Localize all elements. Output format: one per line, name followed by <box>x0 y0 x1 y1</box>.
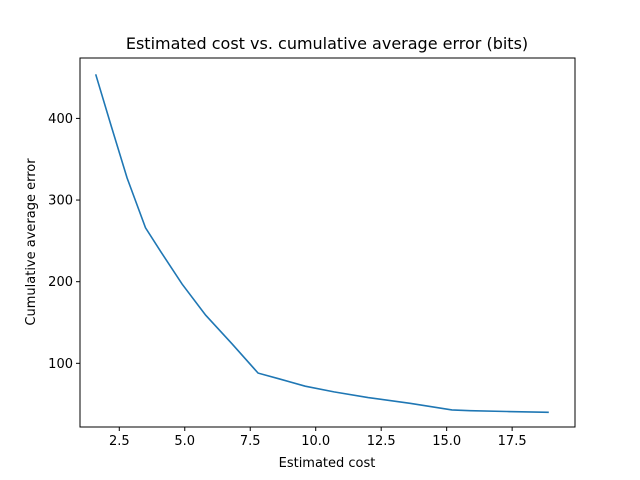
x-tick-label: 10.0 <box>301 434 330 449</box>
x-tick-label: 5.0 <box>174 434 195 449</box>
series-line <box>94 74 549 414</box>
y-axis: 100 200 300 400 <box>48 112 80 372</box>
y-tick-label: 300 <box>48 194 73 209</box>
plot-area <box>79 57 576 428</box>
x-tick-label: 7.5 <box>240 434 261 449</box>
x-tick-label: 12.5 <box>367 434 396 449</box>
y-tick-label: 200 <box>48 275 73 290</box>
x-axis-label: Estimated cost <box>279 456 376 471</box>
x-tick-label: 15.0 <box>432 434 461 449</box>
x-tick-label: 2.5 <box>109 434 130 449</box>
x-axis: 2.5 5.0 7.5 10.0 12.5 15.0 17.5 <box>109 427 527 449</box>
x-tick-label: 17.5 <box>498 434 527 449</box>
chart-title: Estimated cost vs. cumulative average er… <box>126 34 528 53</box>
y-tick-label: 400 <box>48 112 73 127</box>
y-axis-label: Cumulative average error <box>24 158 39 326</box>
y-tick-label: 100 <box>48 357 73 372</box>
